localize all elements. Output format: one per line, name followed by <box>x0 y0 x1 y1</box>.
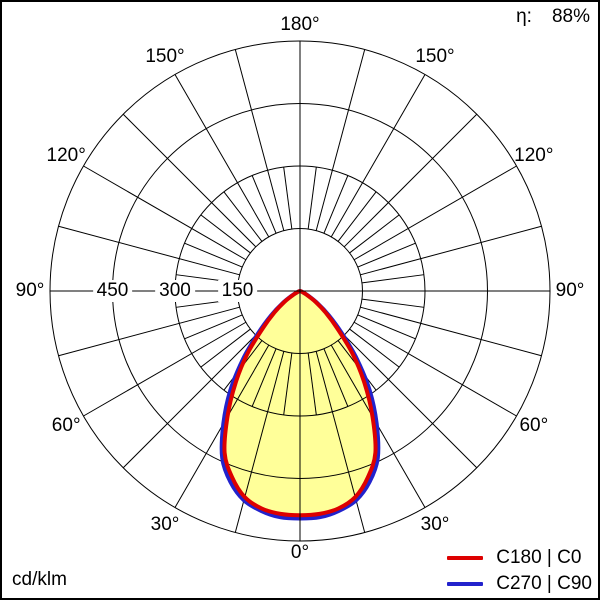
angular-gridline-fine <box>176 298 239 308</box>
angular-gridline-fine <box>200 214 251 254</box>
efficiency-readout: η: 88% <box>516 6 590 28</box>
angular-gridline <box>83 321 247 417</box>
angular-gridline-fine <box>357 242 416 268</box>
angular-gridline-fine <box>176 274 239 284</box>
angular-gridline <box>122 113 257 248</box>
legend-label-c0: C180 | C0 <box>496 547 582 568</box>
angular-gridline-fine <box>349 214 400 254</box>
angular-gridline <box>353 165 517 261</box>
legend: C180 | C0 C270 | C90 <box>447 548 592 593</box>
efficiency-label: η: <box>516 6 532 27</box>
legend-label-c90: C270 | C90 <box>496 573 592 594</box>
angular-gridline <box>234 49 285 231</box>
angular-gridline-fine <box>283 352 293 415</box>
legend-swatch-c0 <box>447 555 484 560</box>
angular-gridline-fine <box>337 191 377 242</box>
angular-gridline-fine <box>283 167 293 230</box>
angular-gridline-fine <box>251 175 277 234</box>
angular-gridline <box>122 334 257 469</box>
angular-gridline <box>353 321 517 417</box>
angular-gridline-fine <box>307 167 317 230</box>
angular-gridline <box>174 74 270 238</box>
angular-gridline-fine <box>184 242 243 268</box>
angular-gridline <box>360 306 542 357</box>
angular-gridline-fine <box>349 328 400 368</box>
angular-gridline <box>343 334 478 469</box>
legend-swatch-c90 <box>447 581 484 586</box>
angular-gridline-fine <box>323 348 349 407</box>
unit-label: cd/klm <box>12 569 67 590</box>
angular-gridline-fine <box>251 348 277 407</box>
angular-gridline-fine <box>357 314 416 340</box>
angular-gridline-fine <box>184 314 243 340</box>
angular-gridline-fine <box>361 274 424 284</box>
angular-gridline <box>330 74 426 238</box>
angular-gridline <box>315 49 366 231</box>
efficiency-value: 88% <box>551 6 590 27</box>
angular-gridline-fine <box>307 352 317 415</box>
angular-gridline-fine <box>323 175 349 234</box>
angular-gridline-fine <box>200 328 251 368</box>
angular-gridline-fine <box>223 191 263 242</box>
angular-gridline <box>58 225 240 276</box>
angular-gridline <box>360 225 542 276</box>
angular-gridline <box>83 165 247 261</box>
angular-gridline <box>58 306 240 357</box>
angular-gridline <box>343 113 478 248</box>
angular-gridline-fine <box>361 298 424 308</box>
